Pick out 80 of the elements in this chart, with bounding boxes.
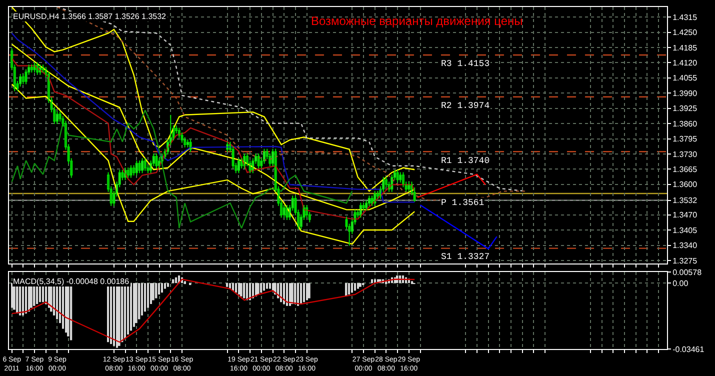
y-tick-label: 1.4120 xyxy=(672,58,698,68)
bar xyxy=(155,283,158,298)
y-tick-label: 1.4315 xyxy=(672,12,698,22)
bar xyxy=(411,281,413,284)
y-tick-label: 1.3795 xyxy=(672,134,698,144)
y-tick-label: 1.3405 xyxy=(672,226,698,235)
bar xyxy=(184,281,186,284)
bar xyxy=(138,283,140,320)
y-tick-label: 1.3532 xyxy=(672,196,698,206)
bar xyxy=(135,283,138,324)
y-tick-label: 1.4185 xyxy=(672,43,698,52)
bar xyxy=(167,283,169,287)
bar xyxy=(152,283,154,300)
bar xyxy=(260,283,262,293)
bar xyxy=(164,283,166,289)
bar xyxy=(272,283,274,291)
line-series xyxy=(11,110,353,229)
y-tick-label: 1.3340 xyxy=(672,241,698,250)
y-tick-label: 1.3600 xyxy=(672,180,698,190)
y-tick-label: 1.3860 xyxy=(672,119,698,128)
bar xyxy=(357,283,359,289)
bar xyxy=(238,283,240,294)
y-tick-label: 1.3665 xyxy=(672,164,698,174)
text: Возможные варианты движения цены xyxy=(311,14,523,28)
bar xyxy=(144,283,146,312)
ref-line-label: R2 1.3974 xyxy=(441,101,490,111)
bar xyxy=(172,279,174,284)
bar xyxy=(252,283,254,298)
bar xyxy=(348,283,350,294)
y-tick-label: 1.3925 xyxy=(672,104,698,114)
bar xyxy=(11,283,13,308)
bar xyxy=(283,283,285,304)
bar xyxy=(161,283,163,293)
bar xyxy=(371,279,373,284)
bar xyxy=(243,283,246,298)
y-tick-label: 1.3730 xyxy=(672,150,698,159)
bar xyxy=(175,277,178,284)
text: MACD(5,34,5) -0.00048 0.00186 xyxy=(13,277,130,286)
bar xyxy=(150,283,152,304)
bar xyxy=(133,283,135,327)
ref-line-label: R1 1.3740 xyxy=(441,156,490,166)
bar xyxy=(130,283,132,331)
bar xyxy=(246,283,248,300)
bar xyxy=(303,283,305,302)
bar xyxy=(280,283,282,302)
ref-line-label: S1 1.3327 xyxy=(441,252,490,262)
bar xyxy=(359,283,362,287)
bar xyxy=(158,283,160,294)
bar xyxy=(291,283,294,304)
annotation: EURUSD,H4 1.3566 1.3587 1.3526 1.3532 xyxy=(13,12,167,21)
ref-line-label: P 1.3561 xyxy=(441,198,484,208)
bar xyxy=(226,283,228,287)
y-tick-label: 1.4250 xyxy=(672,28,698,38)
bar xyxy=(297,283,299,306)
bar xyxy=(354,283,356,291)
y-tick-label: 1.3990 xyxy=(672,88,698,98)
bar xyxy=(308,283,310,298)
line-series xyxy=(11,84,416,245)
y-tick-label: 0.00578 xyxy=(672,268,702,277)
y-tick-label: 0.00 xyxy=(672,278,689,288)
y-tick-label: -0.03461 xyxy=(672,344,705,354)
bar xyxy=(232,283,234,291)
y-tick-label: 1.4055 xyxy=(672,74,698,83)
bar xyxy=(147,283,149,308)
bar xyxy=(240,283,242,296)
bar xyxy=(351,283,353,293)
bar xyxy=(286,283,288,306)
bar xyxy=(289,283,291,306)
bar xyxy=(269,283,271,289)
bar xyxy=(257,283,260,294)
bar xyxy=(263,283,265,291)
line-series xyxy=(11,278,416,343)
bar xyxy=(266,283,268,289)
bar xyxy=(141,283,144,316)
y-tick-label: 1.3470 xyxy=(672,210,698,220)
bar xyxy=(235,283,237,293)
bar xyxy=(306,283,308,300)
ref-line-label: R3 1.4153 xyxy=(441,59,490,69)
y-tick-label: 1.3275 xyxy=(672,256,698,266)
bar xyxy=(300,283,302,304)
